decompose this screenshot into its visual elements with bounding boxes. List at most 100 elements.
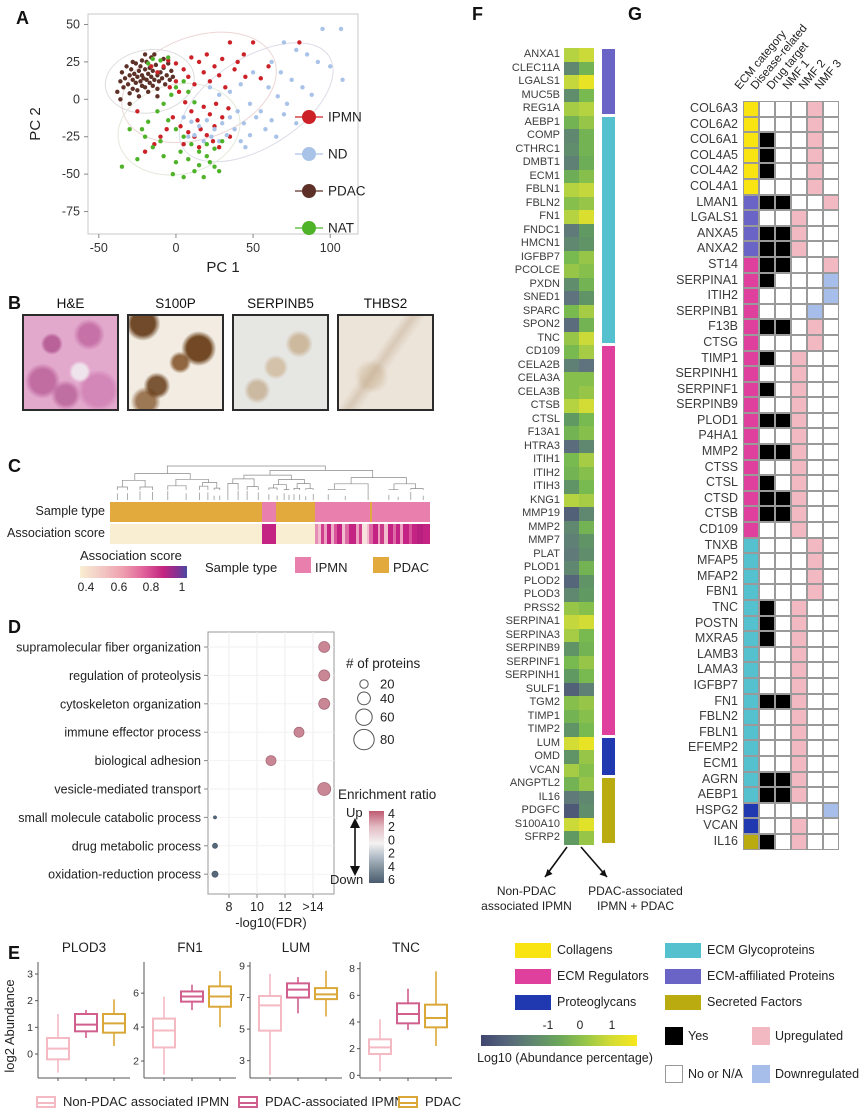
matrix-row: VCAN [624,818,839,834]
data-point-pdac [127,101,132,106]
data-point-pdac [155,86,160,92]
gene-label: TIMP2 [527,723,560,735]
y-tick-label: 4 [133,1022,139,1034]
gene-label: LGALS1 [518,75,560,87]
dendrogram [116,465,424,500]
y-tick-label: 0 [73,92,80,106]
cell-disease-related [759,225,775,242]
cell-drug-target [775,272,791,289]
data-point-nd [281,40,287,45]
cell-nmf3 [823,818,839,834]
cell-ecm-category [743,350,759,367]
heat-cell-pdac [579,237,594,251]
matrix-row: TNC [624,600,839,616]
cell-nmf2 [807,771,823,788]
heat-segment [275,524,315,544]
dotplot-svg: supramolecular fiber organization regulat… [16,631,436,930]
cell-disease-related [759,615,775,632]
gene-label: ANXA5 [697,225,738,240]
score-tick: 0.8 [142,580,160,594]
matrix-row: CTSB [624,506,839,523]
gene-label: TIMP1 [527,709,560,722]
cell-disease-related [759,740,775,756]
cell-nmf3 [823,225,839,242]
data-point-pdac [132,71,137,77]
heat-cell-pdac [579,493,594,507]
y-tick-label: 1 [27,1022,33,1034]
cell-ecm-category [743,615,759,632]
gene-label: COL4A2 [690,163,738,178]
cell-nmf2 [807,522,823,538]
cell-disease-related [759,662,775,678]
cell-drug-target [775,490,791,507]
data-point-pdac [129,67,134,72]
heat-segment [331,524,334,544]
go-term-label: vesicle-mediated transport [54,783,201,797]
heat-segment [317,524,321,544]
data-point-ipmn [195,118,200,123]
heat-cell-pdac [579,223,594,237]
gene-label: PXDN [529,277,560,290]
cell-ecm-category [743,740,759,756]
x-tick-label: >14 [302,900,323,914]
cell-nmf1 [791,693,807,710]
gene-label: COL4A5 [690,147,738,162]
cell-nmf1 [791,381,807,398]
cell-nmf3 [823,584,839,600]
cell-nmf2 [807,600,823,616]
heat-cell-nonpdac [564,696,579,710]
cell-nmf3 [823,771,839,788]
cell-disease-related [759,178,775,195]
cell-ecm-category [743,568,759,585]
data-point-nat [181,174,186,180]
heatmap-row: SERPINH1 [470,669,594,683]
cell-nmf1 [791,568,807,585]
heat-cell-nonpdac [564,331,579,345]
gene-label: COL6A2 [690,116,738,131]
data-point-pdac [164,73,169,78]
matrix-row: SERPINB9 [624,397,839,413]
data-point-ipmn [207,79,213,84]
data-point-nat [155,109,160,114]
gene-label: F13B [708,319,738,334]
heat-cell-nonpdac [564,574,579,588]
cell-nmf3 [823,724,839,741]
heat-cell-pdac [579,115,594,129]
matrix-row: MFAP5 [624,553,839,569]
gene-label: FNDC1 [523,223,560,236]
cell-disease-related [759,459,775,476]
go-dot [213,815,217,820]
matrix-row: ECM1 [624,755,839,772]
box [152,1017,176,1049]
cell-nmf3 [823,755,839,772]
data-point-pdac [135,88,140,93]
gene-label: AGRN [701,771,738,786]
cell-drug-target [775,506,791,523]
heatmap-row: CD109 [470,345,594,359]
cell-nmf2 [807,147,823,164]
cell-ecm-category [743,475,759,491]
data-point-ipmn [216,144,222,150]
data-point-nd [209,134,214,139]
cell-disease-related [759,132,775,148]
data-point-nat [192,168,197,174]
gene-label: EFEMP2 [687,740,738,755]
gene-label: SERPINA1 [505,615,560,627]
go-term-label: small molecule catabolic process [18,811,201,825]
data-point-pdac [152,77,157,83]
matrix-row: LMAN1 [624,194,839,211]
data-point-pdac [130,86,135,92]
cell-disease-related [759,241,775,257]
cell-nmf1 [791,506,807,523]
gene-label: AEBP1 [697,787,738,802]
heat-cell-nonpdac [564,169,579,183]
enrich-tick: 2 [388,847,395,861]
data-point-ipmn [235,59,240,65]
box [424,1003,448,1029]
cell-nmf2 [807,334,823,351]
heatmap-row: ANGPTL2 [470,777,594,791]
gene-label: OMD [534,750,560,762]
cell-nmf1 [791,584,807,600]
data-point-nat [212,164,217,169]
heat-cell-pdac [579,399,594,413]
